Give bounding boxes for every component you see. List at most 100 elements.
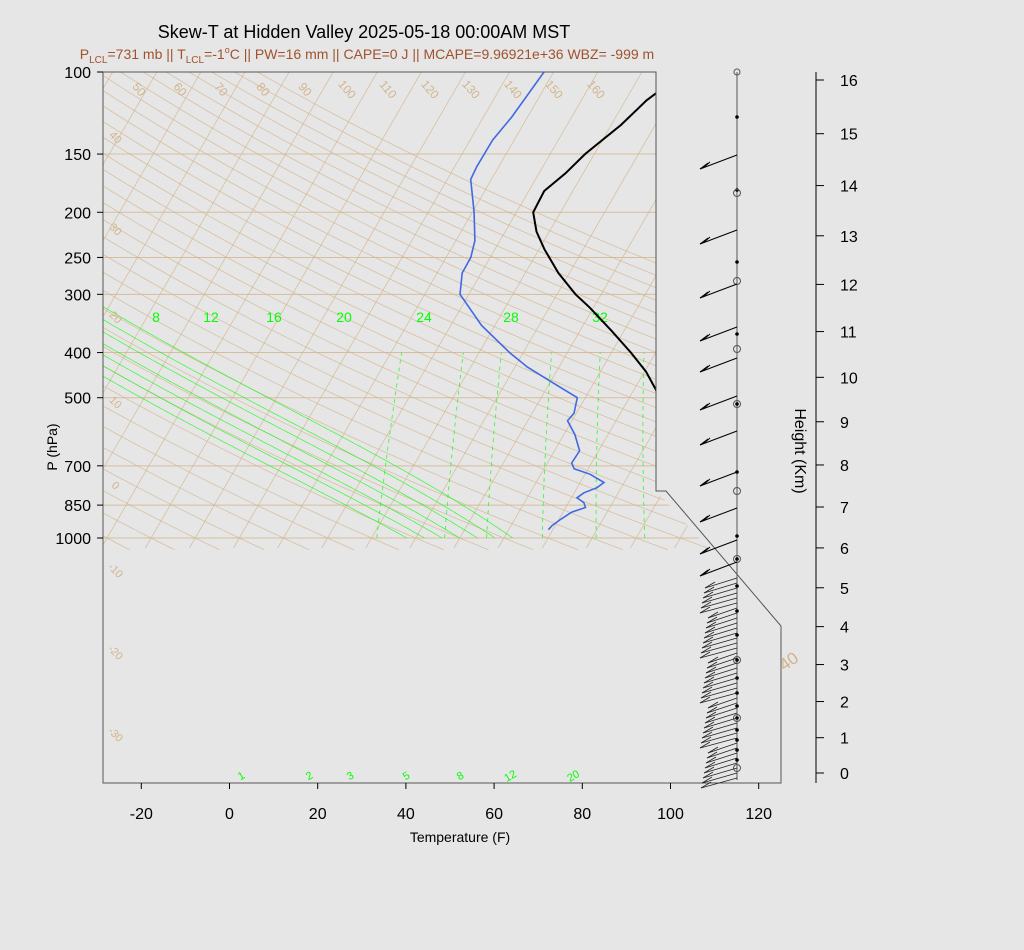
- wind-barb: [705, 617, 738, 629]
- height-axis-label: Height (Km): [791, 408, 808, 493]
- wind-barb-flag: [699, 741, 711, 749]
- wind-barb-flag: [706, 616, 718, 624]
- height-tick-label: 12: [840, 277, 858, 294]
- wind-level-dot: [735, 332, 739, 336]
- dry-adiabat-label: 130: [459, 77, 483, 102]
- y-tick-label: 400: [64, 346, 91, 363]
- wind-level-circle: [733, 656, 741, 664]
- mixing-ratio-label: 3: [345, 770, 356, 783]
- wind-level-dot: [735, 738, 739, 742]
- wind-barb-flag: [703, 631, 715, 639]
- wind-barb-flag: [699, 651, 711, 659]
- wind-barb-flag: [699, 162, 709, 170]
- wind-barb: [701, 592, 738, 604]
- dry-adiabat-line: [103, 202, 781, 513]
- isotherm-left-label: -30: [105, 725, 125, 745]
- wind-barb: [703, 582, 738, 594]
- subtitle-degree: o: [225, 45, 230, 55]
- isotherm-line: [103, 72, 246, 318]
- isotherm-line: [895, 51, 1024, 548]
- dry-adiabat-label: 120: [418, 77, 442, 102]
- wind-marker: [733, 68, 741, 76]
- wind-barb-flag: [699, 606, 711, 614]
- wind-barb: [701, 637, 738, 649]
- wind-barb-flag: [702, 290, 711, 298]
- wind-barb-flag: [702, 771, 714, 779]
- isotherm-line: [103, 72, 114, 90]
- wind-barb: [707, 607, 738, 619]
- height-tick-label: 14: [840, 179, 858, 196]
- x-tick-label: 20: [309, 806, 327, 823]
- wind-barb: [705, 752, 738, 764]
- wind-barb-flag: [702, 236, 711, 244]
- wind-level-dot: [735, 728, 739, 732]
- wind-level-circle: [733, 189, 741, 197]
- x-axis-label: Temperature (F): [410, 829, 510, 845]
- mixing-ratio-label: 2: [304, 770, 315, 783]
- wind-level-circle: [733, 714, 741, 722]
- height-tick-label: 9: [840, 415, 849, 432]
- wind-level-dot: [735, 748, 739, 752]
- wind-barb: [699, 154, 738, 170]
- wind-barb: [704, 757, 738, 769]
- isotherm-line: [939, 51, 1024, 548]
- wetbulb-label: 16: [266, 309, 282, 325]
- isotherm-line: [321, 72, 599, 549]
- mixing-ratio-label: 8: [455, 770, 466, 783]
- wind-barb-flag: [700, 646, 712, 654]
- wind-level-dot: [735, 633, 739, 637]
- wind-barb-flag: [707, 611, 719, 619]
- wind-barb: [703, 627, 738, 639]
- wind-barb-flag: [705, 756, 717, 764]
- dry-adiabat-line: [103, 168, 781, 483]
- wetbulb-adiabat-line: [103, 331, 478, 539]
- dry-adiabat-line: [103, 253, 758, 551]
- height-tick-label: 10: [840, 370, 858, 387]
- dry-adiabat-line: [188, 72, 781, 349]
- height-tick-label: 4: [840, 620, 849, 637]
- x-tick-label: 120: [745, 806, 772, 823]
- wind-barb-flag: [702, 591, 714, 599]
- wind-level-dot: [735, 704, 739, 708]
- y-tick-label: 700: [64, 459, 91, 476]
- dry-adiabat-line: [142, 72, 781, 375]
- wind-barb: [705, 707, 738, 719]
- mixing-ratio-label: 5: [401, 770, 412, 783]
- wind-barb: [702, 722, 738, 734]
- mixing-ratio-line: [595, 352, 601, 539]
- y-tick-label: 500: [64, 391, 91, 408]
- wind-barb-flag: [700, 601, 712, 609]
- isotherm-line: [0, 51, 37, 548]
- dry-adiabat-line: [103, 121, 781, 441]
- dry-adiabat-line: [119, 72, 781, 388]
- wind-barb: [700, 597, 738, 609]
- dry-adiabat-label: 150: [542, 77, 566, 102]
- dewpoint-line: [459, 72, 606, 531]
- plot-mask: [656, 72, 781, 626]
- wind-barb: [699, 229, 738, 245]
- x-tick-label: 60: [485, 806, 503, 823]
- height-tick-label: 8: [840, 458, 849, 475]
- wind-level-dot: [735, 402, 739, 406]
- height-tick-label: 7: [840, 500, 849, 517]
- wind-barb: [704, 712, 738, 724]
- height-tick-label: 15: [840, 127, 858, 144]
- height-tick-label: 1: [840, 731, 849, 748]
- dry-adiabat-line: [103, 136, 781, 455]
- y-tick-label: 150: [64, 147, 91, 164]
- wind-barb: [704, 667, 738, 679]
- plot-outline: [102, 71, 782, 784]
- wind-level-circle: [733, 345, 741, 353]
- isotherm-line: [103, 72, 334, 470]
- wetbulb-label: 20: [336, 309, 352, 325]
- wetbulb-adiabat-line: [103, 365, 425, 539]
- wind-barb: [700, 777, 738, 789]
- isotherm-line: [409, 72, 687, 549]
- mixing-ratio-label: 1: [236, 770, 247, 783]
- dry-adiabat-label: 50: [129, 80, 149, 99]
- dry-adiabat-label: 110: [377, 78, 400, 102]
- dry-adiabat-line: [103, 326, 579, 551]
- dry-adiabat-line: [103, 425, 355, 551]
- subtitle-plcl-sub: LCL: [89, 55, 108, 66]
- wind-level-circle: [733, 764, 741, 772]
